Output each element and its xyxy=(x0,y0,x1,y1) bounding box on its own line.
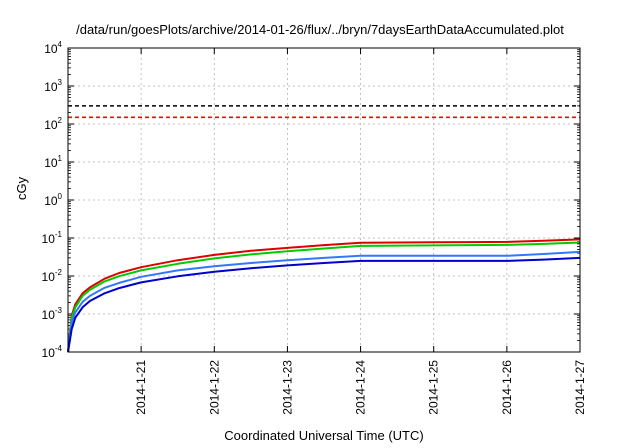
series-line xyxy=(67,250,581,353)
x-tick-label: 2014-1-27 xyxy=(573,360,587,415)
series-line xyxy=(67,238,581,353)
y-tick-label: 10-4 xyxy=(42,344,63,360)
y-tick-label: 104 xyxy=(44,40,62,56)
y-tick-label: 10-1 xyxy=(42,230,63,246)
y-tick-label: 100 xyxy=(44,192,62,208)
x-tick-label: 2014-1-21 xyxy=(134,360,148,415)
x-axis-label: Coordinated Universal Time (UTC) xyxy=(224,428,424,443)
x-tick-label: 2014-1-22 xyxy=(207,360,221,415)
series-line xyxy=(67,256,581,353)
series-line xyxy=(67,241,581,353)
x-tick-label: 2014-1-23 xyxy=(280,360,294,415)
plot-frame xyxy=(67,47,581,353)
y-tick-label: 10-3 xyxy=(42,306,63,322)
x-tick-label: 2014-1-24 xyxy=(354,360,368,415)
y-tick-label: 10-2 xyxy=(42,268,63,284)
x-tick-label: 2014-1-25 xyxy=(427,360,441,415)
y-tick-label: 103 xyxy=(44,78,62,94)
y-tick-label: 102 xyxy=(44,116,62,132)
chart-title: /data/run/goesPlots/archive/2014-01-26/f… xyxy=(76,22,564,37)
x-tick-label: 2014-1-26 xyxy=(500,360,514,415)
y-tick-label: 101 xyxy=(44,154,62,170)
